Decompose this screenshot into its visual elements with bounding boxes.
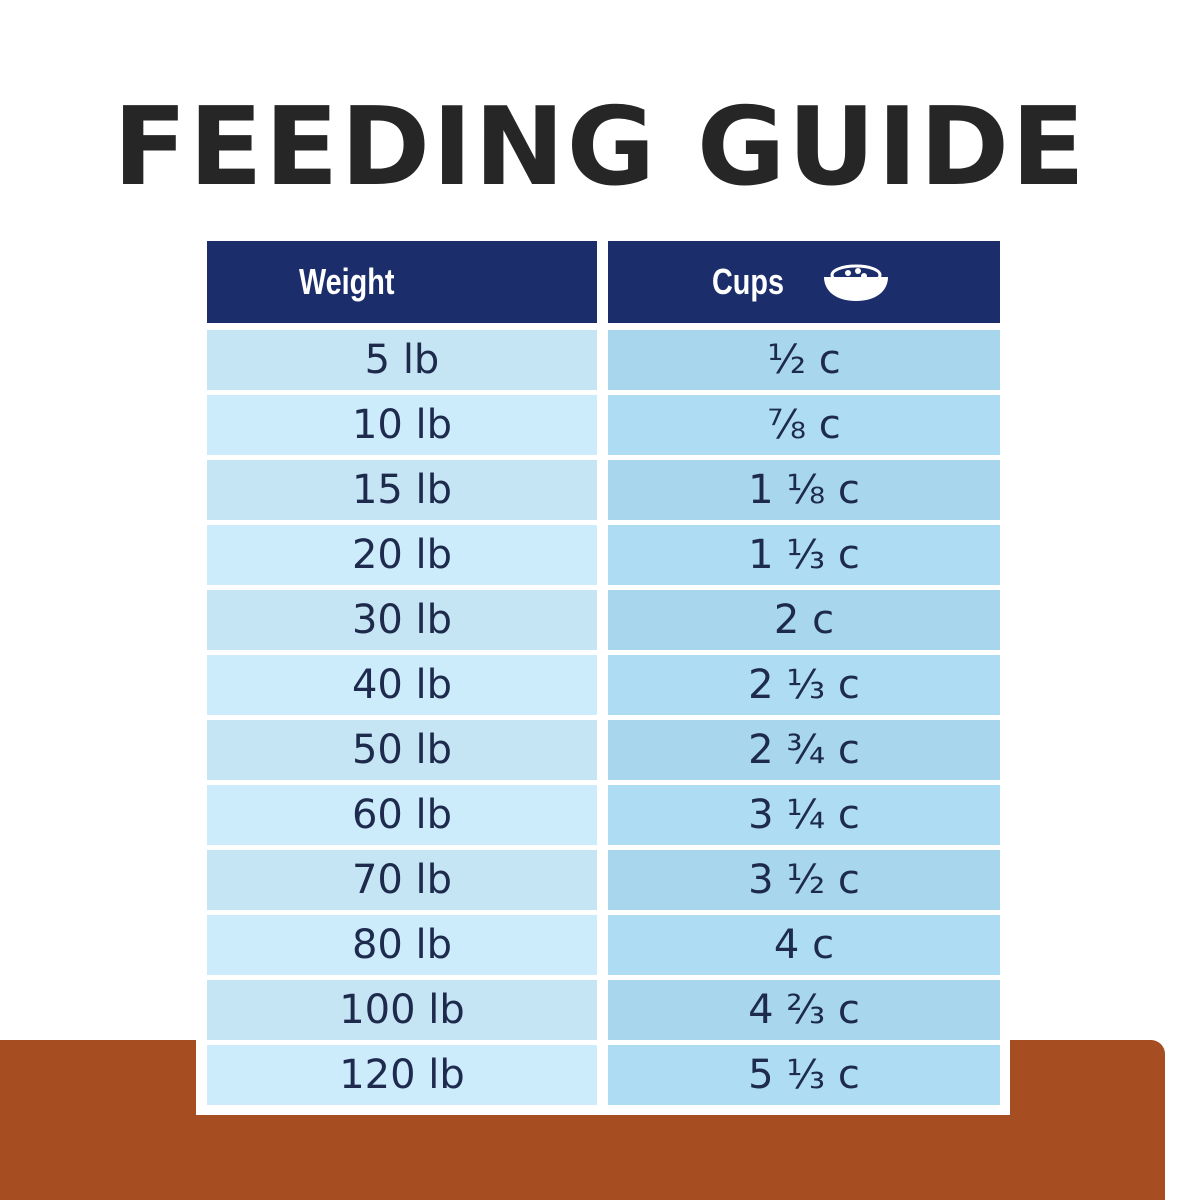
table-cell: ⅞ c [608, 395, 1000, 455]
table-cell: 120 lb [207, 1045, 597, 1105]
table-cell: 50 lb [207, 720, 597, 780]
table-cell: 5 lb [207, 330, 597, 390]
table-cell: 1 ⅛ c [608, 460, 1000, 520]
table-cell: 2 ¾ c [608, 720, 1000, 780]
table-cell: 30 lb [207, 590, 597, 650]
table-cell: 4 ⅔ c [608, 980, 1000, 1040]
table-cell: 70 lb [207, 850, 597, 910]
table-cell: 15 lb [207, 460, 597, 520]
table-cell: 3 ½ c [608, 850, 1000, 910]
table-cell: 2 ⅓ c [608, 655, 1000, 715]
header-cell: Weight [207, 241, 713, 323]
table-cell: 10 lb [207, 395, 597, 455]
header-cell: Cups [608, 241, 1000, 323]
header-text: Cups [712, 261, 784, 302]
bowl-icon [824, 264, 888, 301]
table-cell: 80 lb [207, 915, 597, 975]
title: FEEDING GUIDE [113, 85, 1087, 210]
table-cell: 40 lb [207, 655, 597, 715]
header-text: Weight [299, 261, 395, 302]
table-cell: 4 c [608, 915, 1000, 975]
table-cell: 60 lb [207, 785, 597, 845]
table-cell: 5 ⅓ c [608, 1045, 1000, 1105]
table-cell: 100 lb [207, 980, 597, 1040]
table-cell: 20 lb [207, 525, 597, 585]
table-cell: 1 ⅓ c [608, 525, 1000, 585]
table-cell: 3 ¼ c [608, 785, 1000, 845]
table-cell: 2 c [608, 590, 1000, 650]
table-cell: ½ c [608, 330, 1000, 390]
